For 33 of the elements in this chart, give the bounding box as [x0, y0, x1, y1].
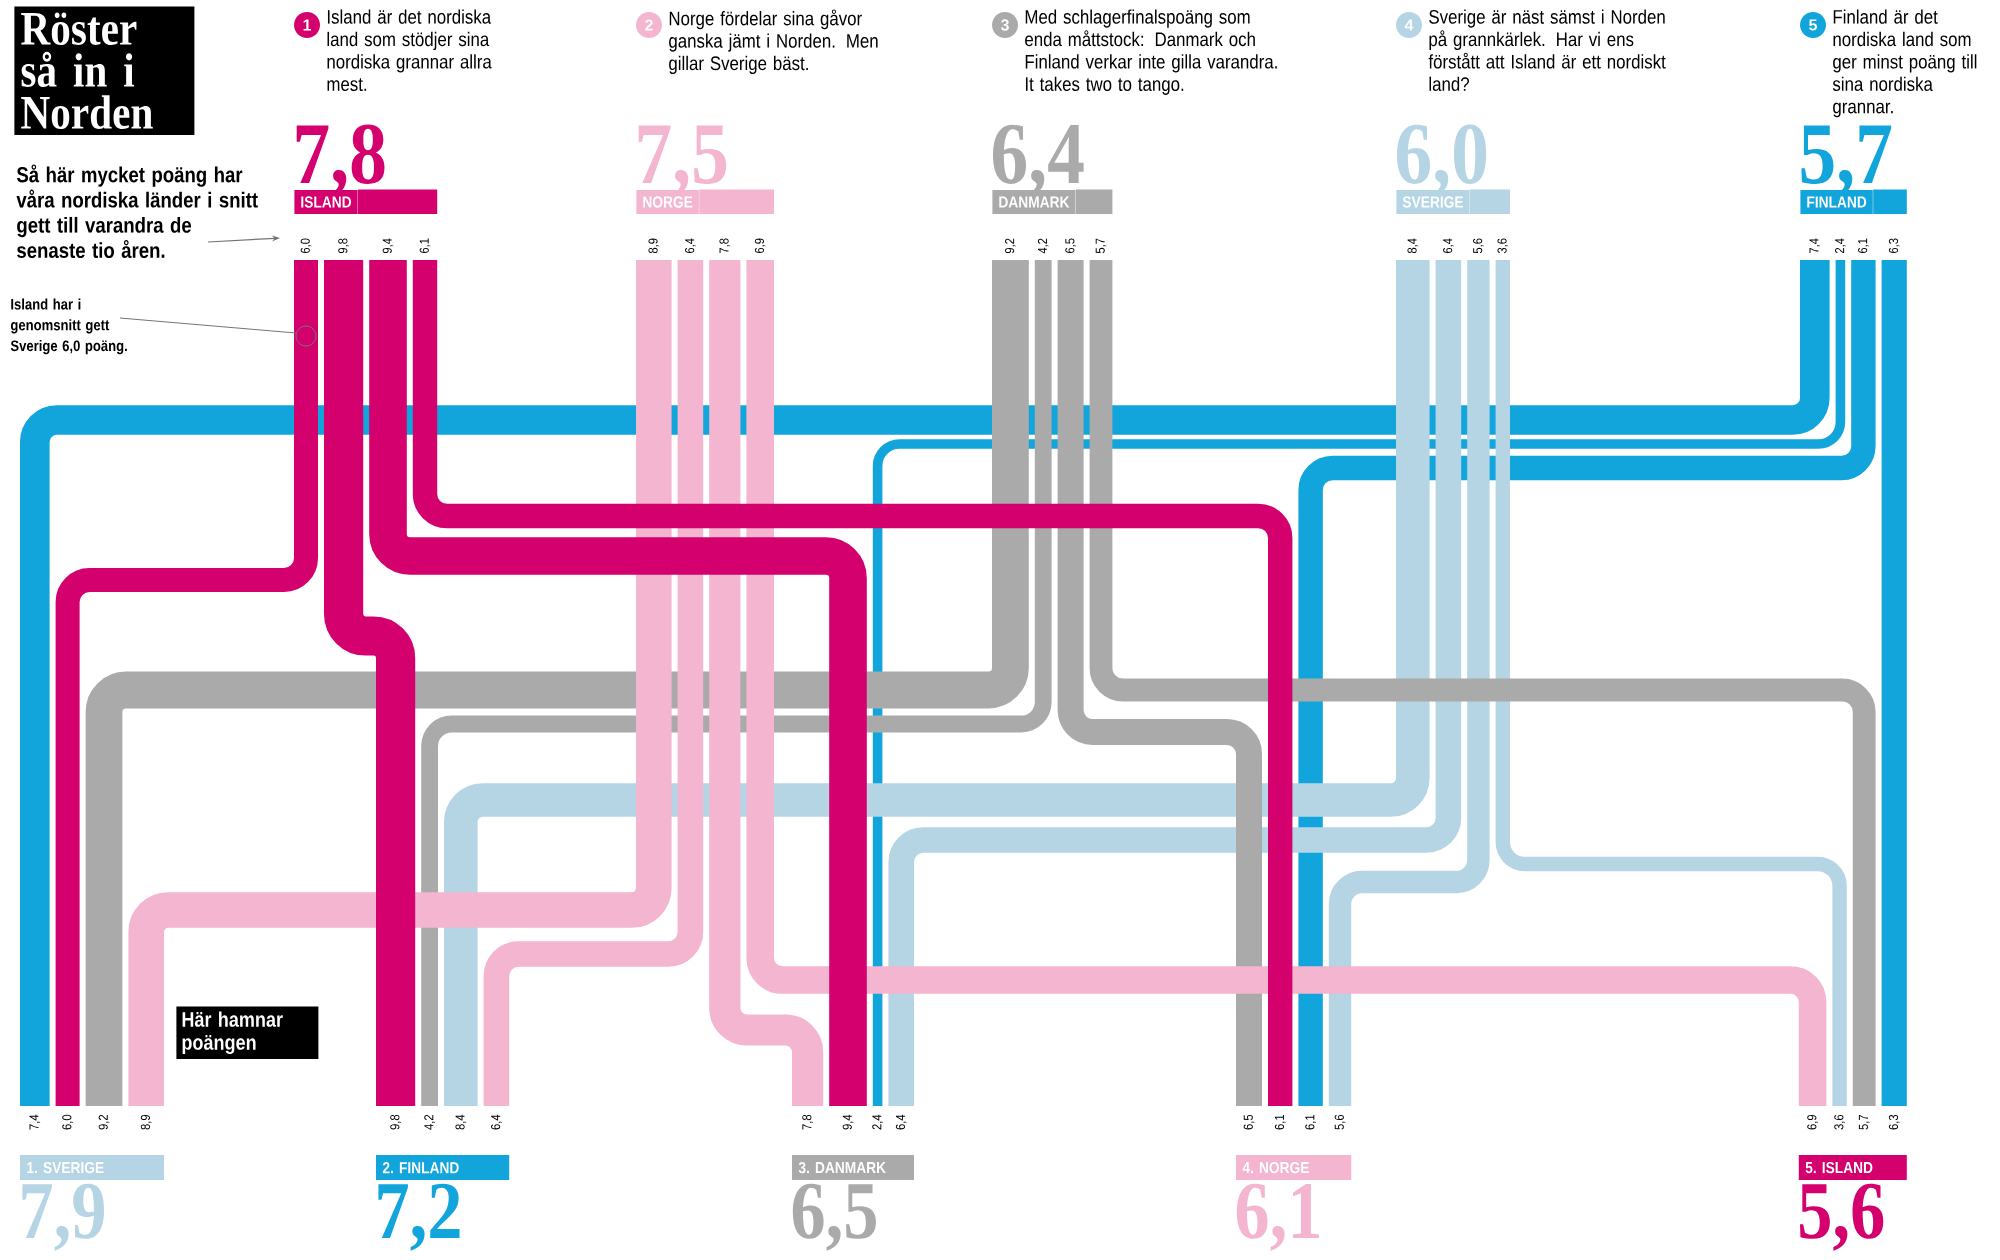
- text: Island är det nordiska land som stödjer sina nordiska grannar allra mest.: [327, 9, 492, 91]
- text: 2: [645, 19, 653, 31]
- text: 6,4: [992, 124, 1084, 197]
- legend-label: DANMARK: [999, 196, 1070, 208]
- text: Norge fördelar sina gåvor ganska jämt i Norden. Men gillar Sverige bäst.: [669, 9, 878, 75]
- text: 6,1: [1236, 1183, 1319, 1251]
- text: Finland är det nordiska land som ger minst poäng till sina nordiska grannar.: [1832, 9, 1977, 118]
- text: Sverige är näst sämst i Norden på grannkärlek. Har vi ens förstått att Island är ett nordiskt land?: [1428, 9, 1666, 91]
- text: Röster så in i Norden: [21, 12, 153, 129]
- text: 3: [1000, 19, 1009, 31]
- text: Här hamnar poängen: [182, 1011, 283, 1055]
- category-label: 3. DANMARK: [798, 1161, 886, 1174]
- text: 7,9: [22, 1183, 105, 1251]
- text: 5,7: [1801, 125, 1892, 197]
- category-label: 2. FINLAND: [382, 1162, 459, 1174]
- category-label: 4. NORGE: [1242, 1161, 1309, 1174]
- legend-label: FINLAND: [1807, 196, 1867, 208]
- text: 7,5: [638, 125, 727, 197]
- text: 4: [1404, 19, 1414, 31]
- legend-label: ISLAND: [301, 196, 352, 208]
- category-label: 5. ISLAND: [1805, 1161, 1873, 1174]
- text: 1: [303, 19, 312, 31]
- text: 5: [1809, 19, 1818, 31]
- text: Med schlagerfinalspoäng som enda måttstock: Danmark och Finland verkar inte gilla varandra. It takes two to tango.: [1025, 9, 1277, 95]
- text: 7,2: [378, 1183, 460, 1251]
- category-label: 1. SVERIGE: [27, 1161, 104, 1174]
- text: 6,5: [792, 1183, 876, 1251]
- text: 5,6: [1800, 1183, 1884, 1251]
- legend-label: SVERIGE: [1402, 196, 1464, 208]
- text: Så här mycket poäng har våra nordiska länder i snitt gett till varandra de senaste tio åren.: [16, 164, 258, 258]
- text: 7,8: [296, 124, 385, 197]
- text: 6,0: [1396, 124, 1487, 197]
- legend-label: NORGE: [643, 196, 693, 208]
